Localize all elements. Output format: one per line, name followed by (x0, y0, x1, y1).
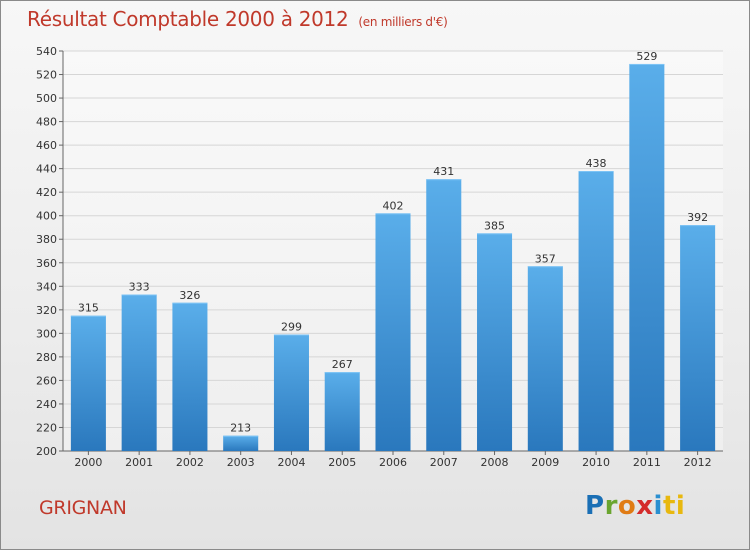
bar (477, 233, 513, 451)
chart-title-text: Résultat Comptable 2000 à 2012 (27, 7, 349, 31)
y-tick-label: 380 (36, 233, 57, 246)
x-tick-label: 2007 (430, 456, 458, 469)
logo-letter: t (662, 491, 676, 521)
x-tick-label: 2003 (227, 456, 255, 469)
bar-value-label: 438 (586, 157, 607, 170)
y-tick-label: 540 (36, 45, 57, 58)
y-tick-label: 460 (36, 139, 57, 152)
bar (578, 171, 614, 451)
bar (223, 435, 259, 451)
logo-letter: x (636, 491, 654, 521)
x-tick-label: 2012 (684, 456, 712, 469)
x-tick-label: 2000 (74, 456, 102, 469)
proxiti-logo: Proxiti (585, 491, 685, 521)
x-tick-label: 2009 (531, 456, 559, 469)
bar-value-label: 357 (535, 252, 556, 265)
bar-value-label: 213 (230, 422, 251, 435)
commune-name: GRIGNAN (39, 497, 127, 519)
bar-value-label: 333 (129, 281, 150, 294)
y-tick-label: 220 (36, 421, 57, 434)
bar (629, 63, 665, 452)
bar (70, 315, 106, 451)
y-tick-label: 200 (36, 445, 57, 458)
logo-letter: r (604, 491, 618, 521)
bar (324, 372, 360, 451)
bar-value-label: 431 (433, 165, 454, 178)
x-tick-label: 2002 (176, 456, 204, 469)
x-tick-label: 2006 (379, 456, 407, 469)
bar-value-label: 529 (636, 50, 657, 63)
x-tick-label: 2011 (633, 456, 661, 469)
bar (172, 302, 208, 451)
y-tick-label: 520 (36, 69, 57, 82)
bar (680, 225, 716, 451)
x-tick-label: 2010 (582, 456, 610, 469)
y-tick-label: 400 (36, 210, 57, 223)
x-tick-label: 2008 (481, 456, 509, 469)
logo-letter: P (585, 491, 605, 521)
bar (121, 294, 157, 451)
y-tick-label: 280 (36, 351, 57, 364)
y-tick-label: 440 (36, 163, 57, 176)
logo-letter: o (617, 491, 637, 521)
y-tick-label: 320 (36, 304, 57, 317)
y-tick-label: 480 (36, 116, 57, 129)
x-tick-label: 2004 (277, 456, 305, 469)
bar (273, 334, 309, 451)
x-tick-label: 2001 (125, 456, 153, 469)
bar (527, 266, 563, 451)
y-tick-label: 260 (36, 374, 57, 387)
bar-value-label: 402 (383, 199, 404, 212)
x-tick-label: 2005 (328, 456, 356, 469)
chart-subtitle: (en milliers d'€) (358, 15, 448, 29)
bar-value-label: 385 (484, 219, 505, 232)
y-tick-label: 360 (36, 257, 57, 270)
bar-value-label: 299 (281, 321, 302, 334)
bar (375, 213, 411, 451)
y-tick-label: 300 (36, 327, 57, 340)
y-tick-label: 240 (36, 398, 57, 411)
bar-value-label: 326 (179, 289, 200, 302)
logo-letter: i (653, 491, 663, 521)
y-tick-label: 500 (36, 92, 57, 105)
bar-value-label: 267 (332, 358, 353, 371)
chart-title: Résultat Comptable 2000 à 2012 (en millie… (27, 7, 448, 31)
bar (426, 179, 462, 451)
y-tick-label: 340 (36, 280, 57, 293)
y-tick-label: 420 (36, 186, 57, 199)
bar-value-label: 315 (78, 302, 99, 315)
bar-value-label: 392 (687, 211, 708, 224)
logo-letter: i (675, 491, 686, 521)
